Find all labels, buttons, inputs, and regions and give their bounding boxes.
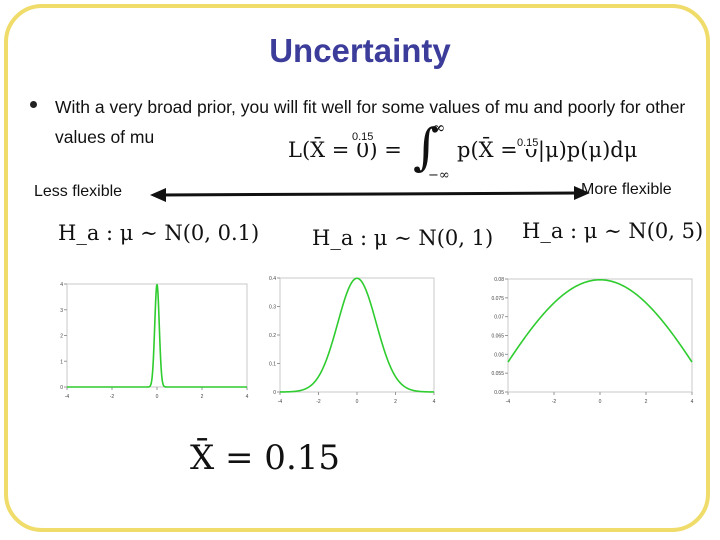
- observed-mean: X̄ = 0.15: [190, 438, 341, 478]
- x-tick-label: 4: [246, 394, 249, 400]
- integral-sign: ∫: [413, 118, 440, 176]
- x-tick-label: -2: [110, 394, 115, 400]
- plot-frame: [66, 283, 248, 388]
- integral-lower-limit: −∞: [428, 168, 450, 183]
- y-tick-label: 0: [60, 385, 63, 391]
- density-curve: [507, 279, 693, 363]
- x-tick-label: 2: [645, 399, 648, 405]
- y-tick-label: 0: [273, 390, 276, 396]
- slide-frame: [4, 4, 710, 532]
- x-tick-label: -4: [65, 394, 70, 400]
- y-tick-label: 0.2: [269, 333, 276, 339]
- x-tick-label: -2: [552, 399, 557, 405]
- y-tick-label: 3: [60, 308, 63, 314]
- density-curve: [280, 277, 434, 393]
- y-tick-label: 0.065: [491, 334, 504, 340]
- x-tick-label: 0: [356, 399, 359, 405]
- y-tick-label: 0.07: [494, 315, 504, 321]
- hypothesis-label-1: H_a : μ ∼ N(0, 0.1): [58, 221, 260, 245]
- x-tick-label: -4: [278, 399, 283, 405]
- formula-overlay-left: 0.15: [350, 131, 376, 143]
- bullet-marker: [30, 101, 37, 108]
- x-tick-label: -4: [506, 399, 511, 405]
- y-tick-label: 0.06: [494, 352, 504, 358]
- less-flexible-label: Less flexible: [34, 183, 123, 200]
- y-tick-label: 0.08: [494, 277, 504, 283]
- plot-frame: [279, 277, 435, 393]
- bullet-text: With a very broad prior, you will fit we…: [55, 97, 686, 147]
- y-tick-label: 0.055: [491, 371, 504, 377]
- density-curve: [67, 284, 247, 388]
- prior-chart-wide: -4 -2 0 2 4 0.05 0.055 0.06 0.065 0.07 0.075 0.08: [491, 277, 694, 405]
- y-tick-label: 0.05: [494, 390, 504, 396]
- y-tick-label: 2: [60, 334, 63, 340]
- formula-lhs: L(X̄ = 0) =: [288, 138, 402, 162]
- plot-frame: [507, 278, 693, 393]
- y-tick-label: 1: [60, 359, 63, 365]
- hypothesis-label-3: H_a : μ ∼ N(0, 5): [522, 219, 704, 243]
- formula-rhs: p(X̄ = 0|μ)p(μ)dμ: [457, 138, 638, 162]
- y-tick-label: 0.1: [269, 362, 276, 368]
- x-tick-label: 0: [599, 399, 602, 405]
- prior-chart-medium: -4 -2 0 2 4 0 0.1 0.2 0.3 0.4: [269, 276, 436, 405]
- x-tick-label: 4: [691, 399, 694, 405]
- more-flexible-label: More flexible: [581, 181, 672, 198]
- hypothesis-label-2: H_a : μ ∼ N(0, 1): [312, 226, 494, 250]
- x-tick-label: 4: [433, 399, 436, 405]
- y-tick-label: 0.4: [269, 276, 276, 282]
- x-tick-label: 2: [394, 399, 397, 405]
- formula-overlay-right: 0.15: [515, 137, 541, 149]
- x-tick-label: 2: [201, 394, 204, 400]
- y-tick-label: 4: [60, 282, 63, 288]
- x-tick-label: -2: [316, 399, 321, 405]
- integral-upper-limit: ∞: [432, 118, 446, 137]
- slide-title: Uncertainty: [269, 32, 451, 69]
- x-tick-label: 0: [156, 394, 159, 400]
- y-tick-label: 0.3: [269, 305, 276, 311]
- prior-chart-narrow: -4 -2 0 2 4 0 1 2 3 4: [60, 282, 249, 400]
- y-tick-label: 0.075: [491, 296, 504, 302]
